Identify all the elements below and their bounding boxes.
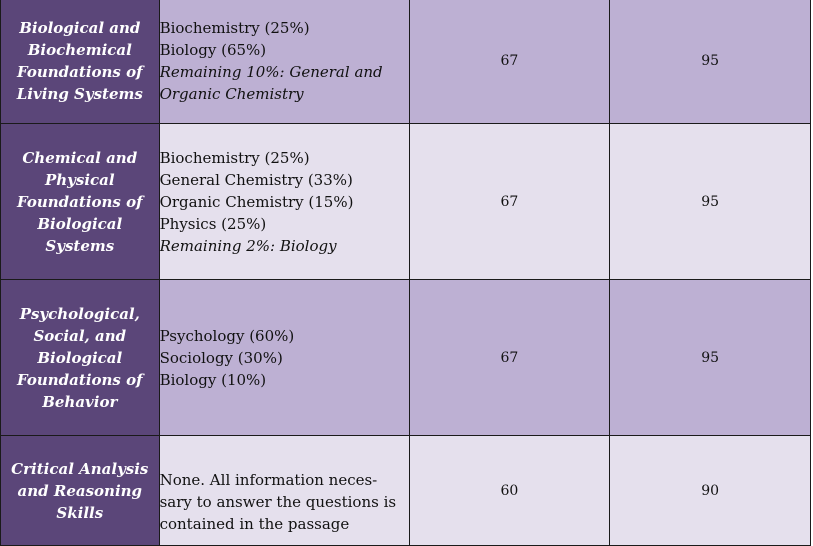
discipline-line: Psychology (60%) bbox=[159, 326, 295, 345]
section-name: Chemical and Physical Foundations of Bio… bbox=[0, 123, 160, 280]
disciplines-cell: Psychology (60%) Sociology (30%) Biology… bbox=[158, 279, 410, 436]
disciplines-cell: None. All information neces-sary to answ… bbox=[158, 435, 410, 546]
table-row: Biological and Biochemical Foundations o… bbox=[0, 0, 811, 124]
section-name: Psychological, Social, and Biological Fo… bbox=[0, 279, 160, 436]
disciplines-cell: Biochemistry (25%) General Chemistry (33… bbox=[158, 123, 410, 280]
minutes-count: 95 bbox=[609, 0, 811, 124]
minutes-count: 95 bbox=[609, 123, 811, 280]
discipline-line: General Chemistry (33%) bbox=[159, 170, 353, 189]
remaining-note: Remaining 2%: Biology bbox=[159, 236, 337, 255]
disciplines-cell: Biochemistry (25%) Biology (65%) Remaini… bbox=[158, 0, 410, 124]
questions-count: 67 bbox=[408, 0, 611, 124]
discipline-line: Biology (10%) bbox=[159, 370, 267, 389]
minutes-count: 95 bbox=[609, 279, 811, 436]
discipline-line: Sociology (30%) bbox=[159, 348, 283, 367]
questions-count: 60 bbox=[408, 435, 611, 546]
table-row: Chemical and Physical Foundations of Bio… bbox=[0, 123, 811, 280]
discipline-line: Biochemistry (25%) bbox=[159, 18, 310, 37]
discipline-line: Physics (25%) bbox=[159, 214, 267, 233]
questions-count: 67 bbox=[408, 279, 611, 436]
discipline-line: Biochemistry (25%) bbox=[159, 148, 310, 167]
section-name: Critical Analysis and Reasoning Skills bbox=[0, 435, 160, 546]
table-row: Psychological, Social, and Biological Fo… bbox=[0, 279, 811, 436]
section-name: Biological and Biochemical Foundations o… bbox=[0, 0, 160, 124]
table-row: Critical Analysis and Reasoning Skills N… bbox=[0, 435, 811, 546]
discipline-line: None. All information neces-sary to answ… bbox=[159, 470, 397, 533]
remaining-note: Remaining 10%: General and Organic Chemi… bbox=[159, 62, 383, 103]
minutes-count: 90 bbox=[609, 435, 811, 546]
questions-count: 67 bbox=[408, 123, 611, 280]
discipline-line: Biology (65%) bbox=[159, 40, 267, 59]
discipline-line: Organic Chemistry (15%) bbox=[159, 192, 354, 211]
